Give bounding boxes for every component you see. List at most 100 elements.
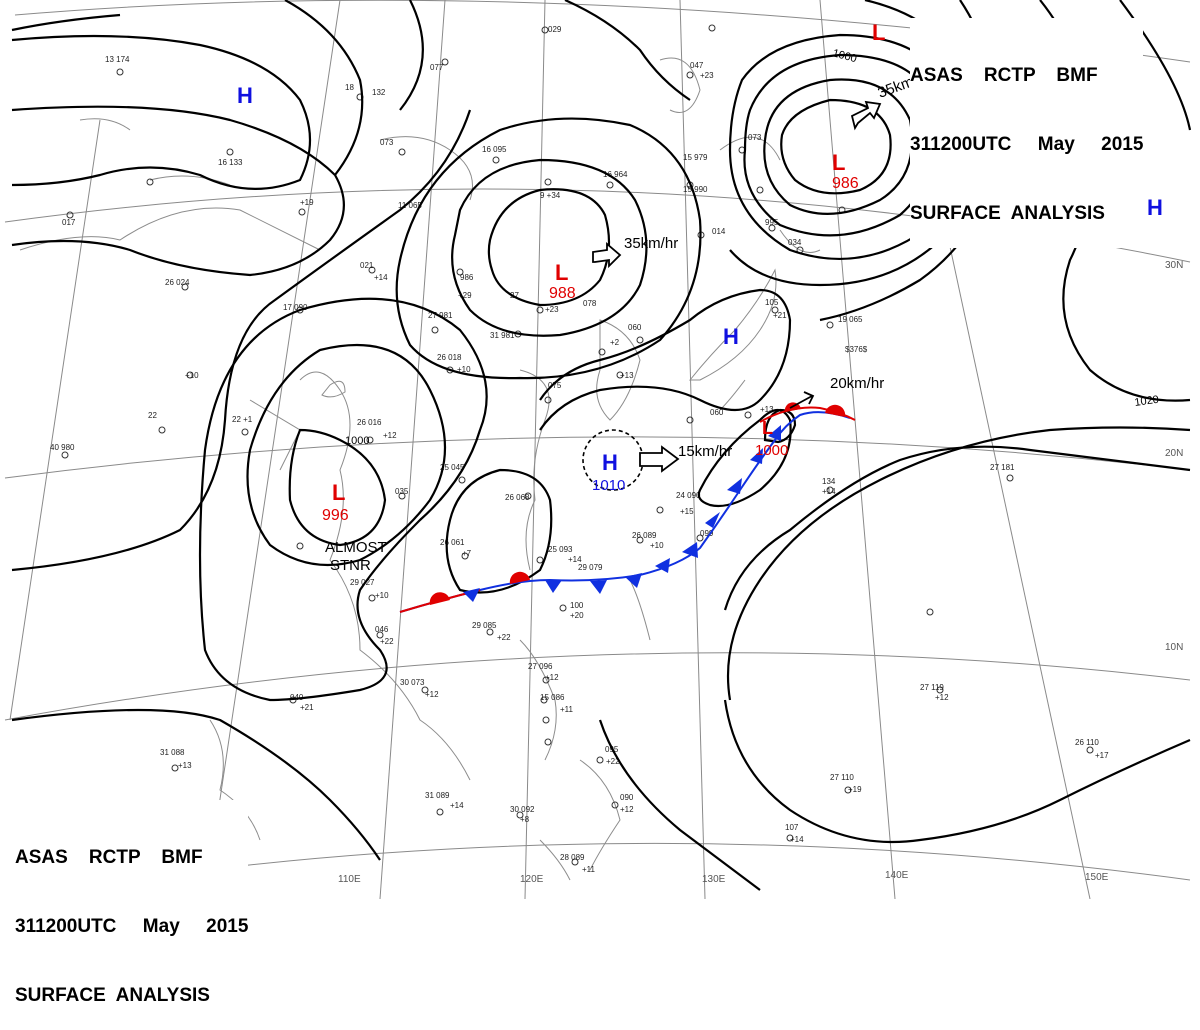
speed-low-east: 20km/hr xyxy=(830,375,884,392)
svg-text:+14: +14 xyxy=(790,835,804,844)
svg-text:+12: +12 xyxy=(545,673,559,682)
header-agency-line: ASAS RCTP BMF xyxy=(15,847,203,868)
svg-text:29 085: 29 085 xyxy=(472,621,497,630)
svg-text:099: 099 xyxy=(700,529,714,538)
svg-text:107: 107 xyxy=(785,823,799,832)
almost-stnr-line1: ALMOST xyxy=(325,539,387,556)
svg-text:075: 075 xyxy=(548,381,562,390)
svg-text:31 088: 31 088 xyxy=(160,748,185,757)
lon-label-130e: 130E xyxy=(702,874,726,885)
speed-low-mongolia: 35km/hr xyxy=(624,235,678,252)
lon-label-150e: 150E xyxy=(1085,872,1109,883)
svg-text:16 133: 16 133 xyxy=(218,158,243,167)
svg-text:+11: +11 xyxy=(582,865,596,874)
svg-text:22: 22 xyxy=(148,411,157,420)
svg-text:18: 18 xyxy=(345,83,354,92)
svg-text:+10: +10 xyxy=(457,365,471,374)
low-east-value: 1000 xyxy=(755,442,788,459)
svg-text:26 089: 26 089 xyxy=(632,531,657,540)
svg-text:995: 995 xyxy=(765,218,779,227)
movement-arrows xyxy=(592,100,882,473)
svg-text:19 065: 19 065 xyxy=(838,315,863,324)
svg-text:22 +1: 22 +1 xyxy=(232,415,253,424)
high-nw-symbol: H xyxy=(237,83,253,108)
svg-text:034: 034 xyxy=(788,238,802,247)
svg-text:035: 035 xyxy=(395,487,409,496)
svg-text:014: 014 xyxy=(712,227,726,236)
svg-text:+14: +14 xyxy=(374,273,388,282)
header-agency-line: ASAS RCTP BMF xyxy=(910,65,1098,86)
svg-text:+21: +21 xyxy=(300,703,314,712)
svg-text:132: 132 xyxy=(372,88,386,97)
svg-text:25 093: 25 093 xyxy=(548,545,573,554)
svg-text:26 061: 26 061 xyxy=(440,538,465,547)
svg-text:27: 27 xyxy=(510,291,519,300)
isobar-label-1020-bottom: 1020 xyxy=(1134,394,1160,409)
svg-text:+29: +29 xyxy=(458,291,472,300)
svg-text:078: 078 xyxy=(583,299,597,308)
svg-text:+13: +13 xyxy=(178,761,192,770)
svg-text:+14: +14 xyxy=(450,801,464,810)
isobar-label-1000-china: 1000 xyxy=(345,435,369,447)
lat-label-30n: 30N xyxy=(1165,260,1183,271)
svg-text:24 090: 24 090 xyxy=(676,491,701,500)
svg-text:+19: +19 xyxy=(848,785,862,794)
svg-text:986: 986 xyxy=(460,273,474,282)
low-china-value: 996 xyxy=(322,507,349,524)
move-arrow-high-ecs xyxy=(639,445,680,473)
svg-text:30 073: 30 073 xyxy=(400,678,425,687)
svg-text:+15: +15 xyxy=(680,507,694,516)
svg-text:+17: +17 xyxy=(1095,751,1109,760)
svg-text:27 096: 27 096 xyxy=(528,662,553,671)
chart-header-top: ASAS RCTP BMF 311200UTC May 2015 SURFACE… xyxy=(910,18,1144,248)
svg-text:+10: +10 xyxy=(650,541,664,550)
svg-text:+12: +12 xyxy=(383,431,397,440)
svg-text:15 086: 15 086 xyxy=(540,693,565,702)
high-east-symbol: H xyxy=(1147,195,1163,220)
svg-text:+10: +10 xyxy=(185,371,199,380)
low-ne-value: 986 xyxy=(832,175,859,192)
low-north-edge-symbol: L xyxy=(872,20,885,45)
svg-text:047: 047 xyxy=(690,61,704,70)
svg-text:$376$: $376$ xyxy=(845,345,868,354)
svg-text:+13: +13 xyxy=(760,405,774,414)
svg-text:+22: +22 xyxy=(606,757,620,766)
header-time-line: 311200UTC May 2015 xyxy=(15,916,249,937)
svg-text:16 964: 16 964 xyxy=(603,170,628,179)
high-korea-symbol: H xyxy=(723,324,739,349)
pressure-centers: L L 986 L 988 L 996 L 1000 H H H H 1010 xyxy=(237,20,1163,524)
lat-label-20n: 20N xyxy=(1165,448,1183,459)
svg-text:073: 073 xyxy=(748,133,762,142)
svg-text:15 979: 15 979 xyxy=(683,153,708,162)
svg-text:021: 021 xyxy=(360,261,374,270)
svg-text:090: 090 xyxy=(620,793,634,802)
low-china-symbol: L xyxy=(332,480,345,505)
svg-text:+12: +12 xyxy=(620,805,634,814)
svg-text:26 110: 26 110 xyxy=(1075,738,1099,747)
header-time-line: 311200UTC May 2015 xyxy=(910,134,1144,155)
svg-text:+21: +21 xyxy=(773,311,787,320)
svg-text:29 079: 29 079 xyxy=(578,563,603,572)
chart-header-bottom: ASAS RCTP BMF 311200UTC May 2015 SURFACE… xyxy=(15,800,249,1030)
header-title-line: SURFACE ANALYSIS xyxy=(910,203,1105,224)
svg-text:26 024: 26 024 xyxy=(165,278,190,287)
svg-text:+19: +19 xyxy=(300,198,314,207)
svg-text:060: 060 xyxy=(710,408,724,417)
svg-text:27 181: 27 181 xyxy=(990,463,1015,472)
svg-text:060: 060 xyxy=(628,323,642,332)
svg-text:27 110: 27 110 xyxy=(830,773,854,782)
low-east-symbol: L xyxy=(762,418,773,438)
svg-text:+7: +7 xyxy=(462,549,472,558)
svg-text:13 174: 13 174 xyxy=(105,55,130,64)
svg-text:105: 105 xyxy=(765,298,779,307)
svg-text:25 045: 25 045 xyxy=(440,463,465,472)
svg-text:100: 100 xyxy=(570,601,584,610)
move-arrow-low-east xyxy=(789,391,815,409)
svg-text:15 990: 15 990 xyxy=(683,185,708,194)
svg-text:26 016: 26 016 xyxy=(357,418,382,427)
svg-text:28 089: 28 089 xyxy=(560,853,585,862)
isobar-label-1000-ne: 1000 xyxy=(831,47,858,65)
svg-text:+13: +13 xyxy=(620,371,634,380)
svg-text:30 092: 30 092 xyxy=(510,805,535,814)
